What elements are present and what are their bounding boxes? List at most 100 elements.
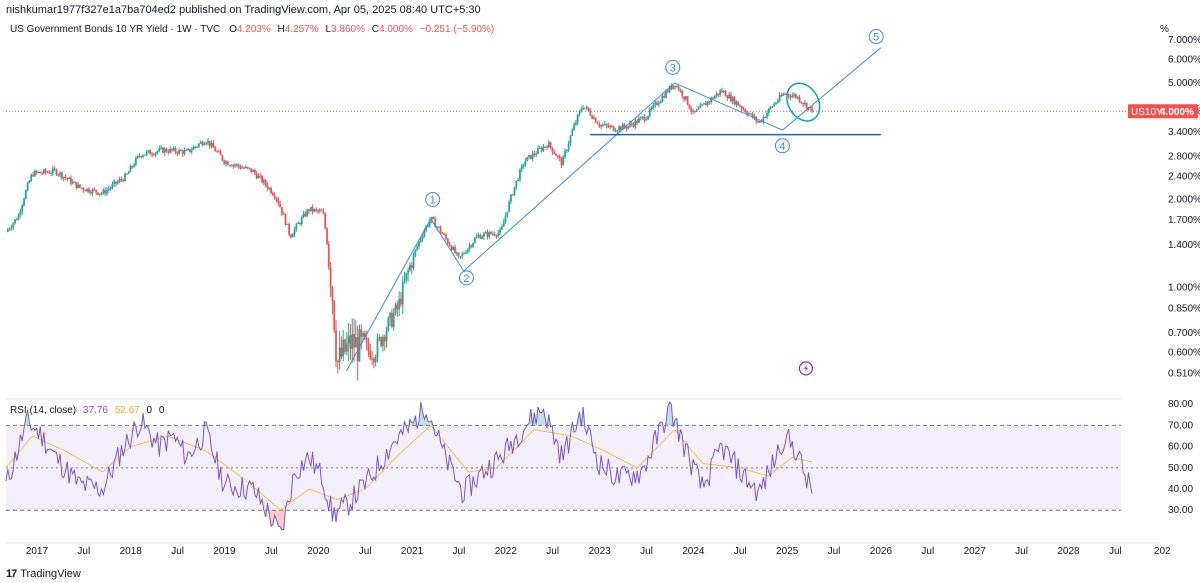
price-tag-value: 4.000%: [1160, 107, 1194, 118]
candle-body: [571, 130, 574, 136]
candle-body: [217, 151, 220, 153]
candle-body: [59, 172, 62, 175]
candle-body: [558, 156, 561, 159]
highlight-ellipse[interactable]: [780, 77, 826, 127]
rsi-pane[interactable]: [5, 398, 1121, 531]
candle-body: [677, 86, 680, 91]
candle-body: [221, 155, 224, 161]
candle-body: [784, 93, 786, 95]
candle-body: [338, 347, 341, 363]
rsi-axis[interactable]: 80.00 70.00 60.00 50.00 40.00 30.00: [1168, 399, 1193, 516]
wave-trendline[interactable]: [430, 218, 465, 272]
candle-body: [335, 330, 337, 362]
candle-body: [796, 96, 799, 98]
candle-body: [450, 245, 453, 251]
candle-body: [64, 176, 67, 178]
candle-body: [288, 223, 291, 235]
candle-body: [372, 358, 375, 363]
rsi-overbought-fill: [582, 407, 584, 426]
candle-body: [739, 105, 741, 107]
rsi-overbought-fill: [528, 423, 530, 426]
candle-body: [356, 337, 359, 362]
wave-label[interactable]: 1: [425, 191, 441, 207]
candle-body: [102, 190, 105, 194]
price-pane[interactable]: 1 2 3 4 5: [6, 20, 1128, 398]
candle-body: [803, 102, 806, 105]
candle-body: [53, 168, 56, 170]
rsi-oversold-fill: [273, 510, 276, 516]
candle-body: [26, 183, 29, 191]
time-axis[interactable]: 2017 Jul 2018 Jul 2019 Jul 2020 Jul 2021 Jul 2022 J…: [26, 546, 1171, 557]
wave-label[interactable]: 5: [868, 29, 884, 45]
candle-body: [791, 95, 794, 98]
candle-body: [354, 337, 357, 348]
candle-body: [32, 174, 34, 177]
candle-body: [652, 104, 655, 108]
candle-body: [560, 158, 563, 166]
candle-body: [304, 213, 307, 217]
candle-body: [104, 190, 107, 194]
candle-body: [358, 329, 361, 362]
candle-body: [324, 213, 327, 229]
candle-body: [551, 147, 554, 153]
candle-body: [88, 188, 90, 193]
candle-body: [262, 180, 265, 183]
candle-body: [302, 213, 305, 218]
rsi-overbought-fill: [542, 409, 545, 426]
candle-body: [519, 169, 521, 180]
candle-body: [252, 170, 254, 172]
candle-body: [378, 337, 381, 339]
candle-body: [142, 155, 144, 157]
rsi-overbought-fill: [430, 420, 433, 426]
candle-body: [782, 93, 785, 96]
candle-body: [24, 190, 27, 199]
candle-body: [419, 238, 422, 242]
candle-body: [811, 107, 814, 112]
wave-trendline[interactable]: [782, 47, 882, 131]
legend-high: 4.257%: [285, 24, 319, 35]
price-axis-tick: 1.700%: [1168, 215, 1200, 226]
candle-body: [592, 117, 595, 119]
rsi-oversold-fill: [279, 510, 281, 527]
wave-trendline[interactable]: [674, 82, 783, 131]
candle-body: [418, 241, 420, 247]
candle-body: [106, 189, 108, 194]
legend-close: 4.000%: [379, 24, 413, 35]
candle-body: [603, 123, 606, 125]
time-axis-tick: 2020: [307, 546, 330, 557]
candle-body: [163, 148, 166, 153]
time-axis-tick: Jul: [453, 546, 466, 557]
candle-body: [214, 147, 217, 152]
candle-body: [284, 214, 287, 225]
wave-label[interactable]: 4: [774, 138, 790, 154]
candle-body: [387, 317, 390, 331]
candle-body: [683, 96, 685, 100]
wave-trendline[interactable]: [345, 218, 432, 372]
candle-body: [241, 167, 244, 169]
candle-body: [107, 188, 110, 190]
wave-label[interactable]: 2: [458, 270, 474, 286]
candle-body: [261, 175, 263, 183]
candle-body: [133, 165, 135, 167]
candle-body: [46, 172, 49, 174]
candle-body: [773, 103, 776, 107]
wave-label[interactable]: 3: [665, 59, 681, 75]
legend-open-label: O: [229, 24, 237, 35]
candle-body: [17, 214, 20, 220]
drawings-layer[interactable]: 1 2 3 4 5: [345, 29, 884, 376]
time-axis-tick: Jul: [1015, 546, 1028, 557]
candles-layer: [6, 83, 814, 381]
candle-body: [744, 109, 747, 113]
wave-label-text: 2: [463, 273, 469, 285]
candle-body: [171, 148, 173, 151]
legend-low: 3.860%: [331, 24, 365, 35]
candle-body: [201, 141, 204, 145]
price-axis-tick: 5.000%: [1168, 78, 1200, 89]
candle-body: [657, 103, 660, 105]
wave-trendline[interactable]: [463, 82, 675, 272]
lightning-icon[interactable]: [798, 361, 814, 376]
candle-body: [621, 124, 624, 130]
price-axis[interactable]: % 7.000% 6.000% 5.000% 4.000% 3.400% 2.800% 2.…: [1160, 24, 1200, 379]
candle-body: [794, 94, 797, 98]
